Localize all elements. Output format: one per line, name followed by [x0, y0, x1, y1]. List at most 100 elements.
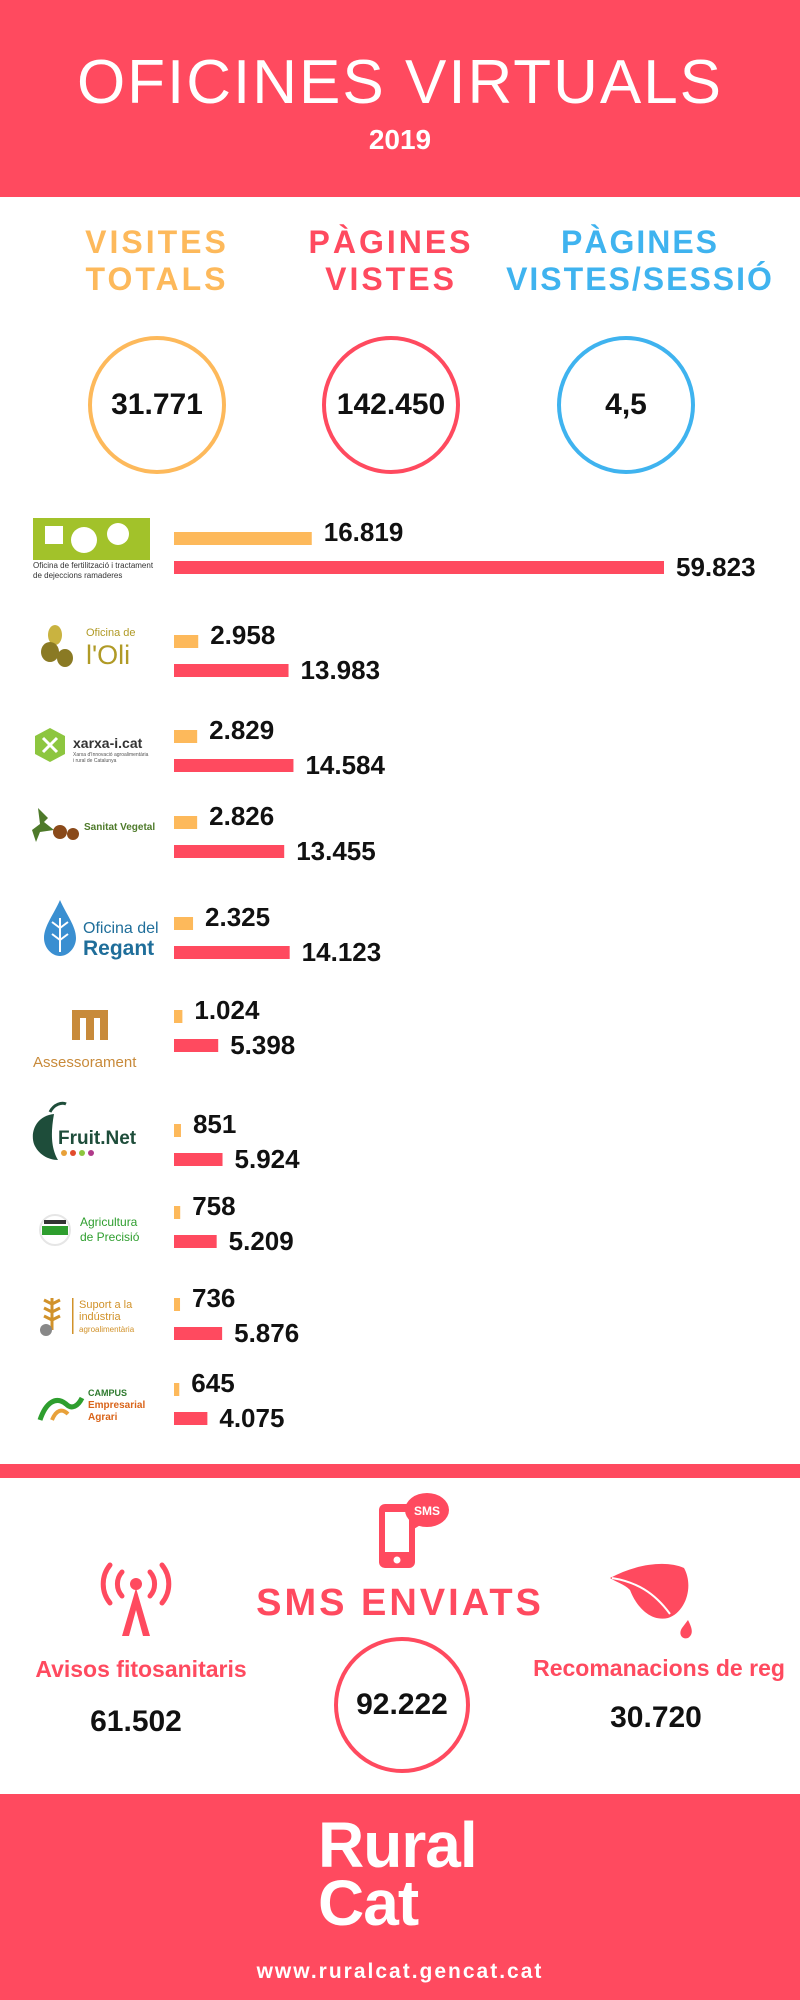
label-visites-0: 16.819 — [324, 517, 404, 547]
olive-logo: Oficina del'Oli — [41, 625, 136, 670]
kpi-label: PÀGINES VISTES/SESSIÓ — [506, 224, 774, 297]
label-pagines-7: 5.209 — [229, 1226, 294, 1256]
svg-text:Regant: Regant — [83, 937, 154, 960]
bar-visites-9 — [174, 1383, 180, 1396]
kpi-label: PÀGINES VISTES — [308, 224, 474, 297]
label-pagines-5: 5.398 — [230, 1030, 295, 1060]
bar-pagines-7 — [174, 1235, 217, 1248]
label-pagines-8: 5.876 — [234, 1318, 299, 1348]
svg-text:xarxa-i.cat: xarxa-i.cat — [73, 735, 143, 751]
avisos-fitosanitaris-label: Avisos fitosanitaris — [35, 1656, 247, 1682]
label-visites-2: 2.829 — [209, 715, 274, 745]
kpi-value: 31.771 — [111, 388, 203, 421]
label-pagines-4: 14.123 — [302, 937, 382, 967]
kpi-pagines-vistes: PÀGINES VISTES 142.450 — [271, 224, 511, 474]
svg-text:Empresarial: Empresarial — [88, 1400, 145, 1411]
kpi-label: VISITES TOTALS — [85, 224, 229, 297]
bar-visites-7 — [174, 1206, 181, 1219]
svg-text:Oficina de fertilització i tra: Oficina de fertilització i tractament — [33, 561, 154, 570]
kpi-visites-totals: VISITES TOTALS 31.771 — [37, 224, 277, 474]
sms-badge: SMS — [414, 1504, 440, 1518]
label-visites-3: 2.826 — [209, 801, 274, 831]
label-pagines-0: 59.823 — [676, 552, 756, 582]
svg-text:Agricultura: Agricultura — [80, 1215, 138, 1229]
kpi-value: 4,5 — [605, 388, 647, 421]
svg-text:l'Oli: l'Oli — [86, 640, 130, 670]
bar-visites-0 — [174, 532, 312, 545]
bar-visites-3 — [174, 816, 198, 829]
bar-pagines-1 — [174, 664, 289, 677]
footer-url: www.ruralcat.gencat.cat — [256, 1960, 544, 1983]
antenna-icon — [100, 1562, 172, 1636]
kpi-circle: 142.450 — [322, 336, 460, 474]
bar-pagines-8 — [174, 1327, 223, 1340]
sms-phone-icon: SMS — [379, 1493, 449, 1568]
svg-text:Sanitat Vegetal: Sanitat Vegetal — [84, 822, 155, 833]
fertilitzacio-logo: Oficina de fertilització i tractamentde … — [33, 518, 154, 580]
svg-text:Fruit.Net: Fruit.Net — [58, 1128, 137, 1149]
svg-text:i rural de Catalunya: i rural de Catalunya — [73, 758, 117, 764]
svg-text:de Precisió: de Precisió — [80, 1230, 140, 1244]
label-visites-4: 2.325 — [205, 902, 270, 932]
label-pagines-1: 13.983 — [301, 655, 381, 685]
page-title: OFICINES VIRTUALS — [76, 48, 724, 117]
label-pagines-2: 14.584 — [305, 750, 385, 780]
kpi-pagines-vistes-sessio: PÀGINES VISTES/SESSIÓ 4,5 — [506, 224, 774, 474]
bar-visites-8 — [174, 1298, 181, 1311]
recomanacions-reg-value: 30.720 — [610, 1701, 702, 1734]
svg-text:Oficina del: Oficina del — [83, 920, 159, 937]
fruitnet-logo: Fruit.Net — [32, 1101, 137, 1160]
bar-pagines-5 — [174, 1039, 219, 1052]
svg-text:Suport a la: Suport a la — [79, 1299, 133, 1311]
bar-visites-4 — [174, 917, 194, 930]
bar-pagines-3 — [174, 845, 285, 858]
label-visites-9: 645 — [191, 1368, 234, 1398]
bar-visites-6 — [174, 1124, 181, 1137]
bar-visites-2 — [174, 730, 198, 743]
label-visites-5: 1.024 — [194, 995, 260, 1025]
footer-banner: Rural Cat www.ruralcat.gencat.cat — [0, 1794, 800, 2000]
label-pagines-3: 13.455 — [296, 836, 376, 866]
bar-pagines-9 — [174, 1412, 208, 1425]
svg-text:Xarxa d'Innovació agroalimentà: Xarxa d'Innovació agroalimentària — [73, 752, 149, 758]
sms-title: SMS ENVIATS — [256, 1582, 544, 1624]
bar-visites-5 — [174, 1010, 183, 1023]
sms-total-value: 92.222 — [356, 1688, 448, 1721]
kpi-circle: 4,5 — [557, 336, 695, 474]
sanitat-logo: Sanitat Vegetal — [32, 808, 155, 842]
assessorament-logo: Assessorament — [33, 1010, 137, 1071]
label-visites-8: 736 — [192, 1283, 235, 1313]
kpi-value: 142.450 — [336, 388, 446, 421]
page-year: 2019 — [368, 124, 432, 155]
bar-visites-1 — [174, 635, 199, 648]
svg-text:agroalimentària: agroalimentària — [79, 1325, 135, 1334]
svg-text:Agrari: Agrari — [88, 1412, 118, 1423]
avisos-fitosanitaris-value: 61.502 — [90, 1705, 182, 1738]
section-divider — [0, 1464, 800, 1478]
oficines-bar-chart: 16.819 59.823 2.958 13.983 2.829 14.584 2.826 1… — [32, 517, 756, 1433]
label-visites-1: 2.958 — [210, 620, 275, 650]
kpi-circle: 31.771 — [88, 336, 226, 474]
sms-total-circle: 92.222 — [334, 1637, 470, 1773]
bar-pagines-6 — [174, 1153, 223, 1166]
label-pagines-6: 5.924 — [235, 1144, 301, 1174]
svg-text:Assessorament: Assessorament — [33, 1054, 137, 1071]
svg-text:CAMPUS: CAMPUS — [88, 1388, 127, 1398]
bar-pagines-2 — [174, 759, 294, 772]
ruralcat-logo: Rural Cat — [318, 1809, 478, 1939]
label-visites-7: 758 — [192, 1191, 235, 1221]
bar-pagines-0 — [174, 561, 664, 574]
svg-text:indústria: indústria — [79, 1311, 121, 1323]
bar-pagines-4 — [174, 946, 290, 959]
leaf-drop-icon — [610, 1563, 692, 1639]
recomanacions-reg-label: Recomanacions de reg — [533, 1655, 785, 1681]
header-banner: OFICINES VIRTUALS 2019 — [0, 0, 800, 197]
svg-text:Oficina de: Oficina de — [86, 627, 136, 639]
svg-text:de dejeccions ramaderes: de dejeccions ramaderes — [33, 571, 122, 580]
label-visites-6: 851 — [193, 1109, 236, 1139]
